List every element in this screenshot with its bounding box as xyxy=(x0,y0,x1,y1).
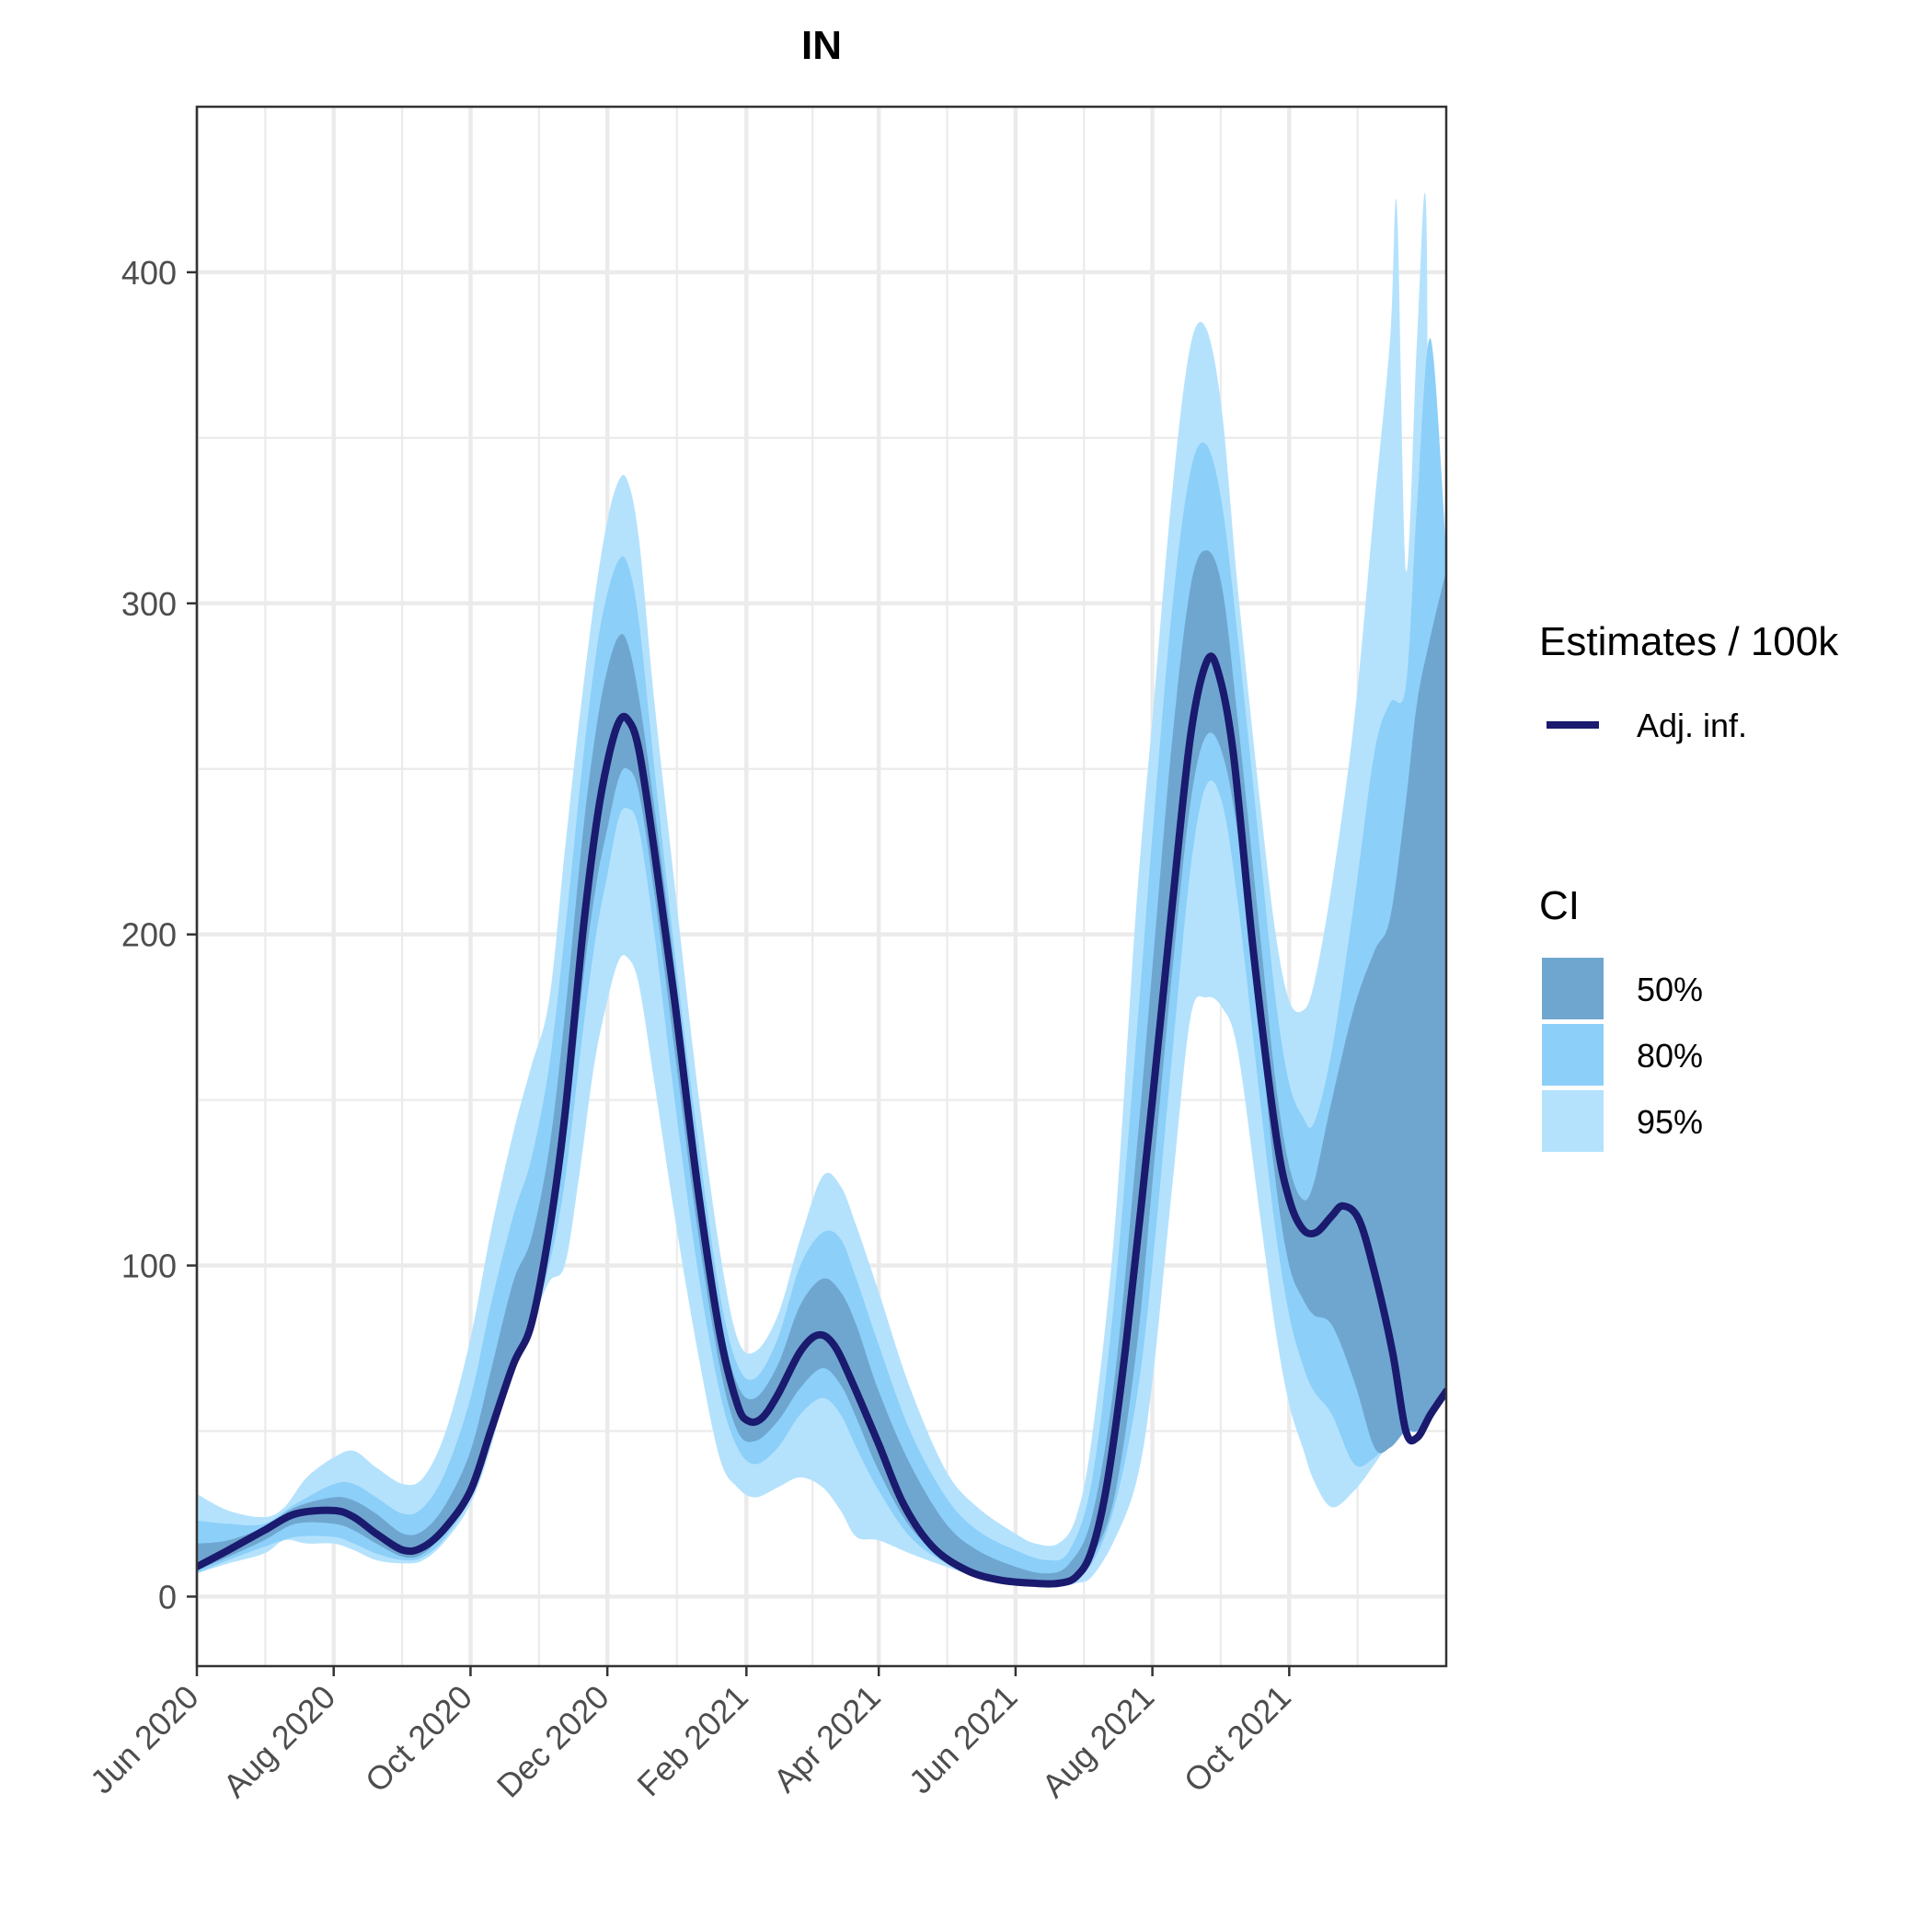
legend: Estimates / 100k Adj. inf. CI 50% 80% 95… xyxy=(1539,619,1839,1152)
ci-band-50 xyxy=(197,550,1446,1587)
y-tick-label: 200 xyxy=(121,916,177,954)
y-tick-label: 300 xyxy=(121,585,177,623)
legend-label-ci95: 95% xyxy=(1637,1103,1703,1141)
chart-title: IN xyxy=(801,23,842,68)
legend-title-estimates: Estimates / 100k xyxy=(1539,619,1839,664)
legend-key-ci80 xyxy=(1542,1024,1604,1086)
y-tick-label: 0 xyxy=(158,1578,177,1616)
y-tick-label: 400 xyxy=(121,254,177,292)
legend-key-ci50 xyxy=(1542,958,1604,1019)
legend-label-adj-inf: Adj. inf. xyxy=(1637,707,1747,744)
legend-title-ci: CI xyxy=(1539,883,1580,928)
legend-label-ci50: 50% xyxy=(1637,971,1703,1008)
estimate-lines xyxy=(197,652,1446,1588)
legend-label-ci80: 80% xyxy=(1637,1037,1703,1075)
series-line-adj-inf xyxy=(197,652,1446,1588)
panel-border xyxy=(195,105,1448,1668)
legend-key-ci95 xyxy=(1542,1090,1604,1152)
y-tick-label: 100 xyxy=(121,1248,177,1285)
